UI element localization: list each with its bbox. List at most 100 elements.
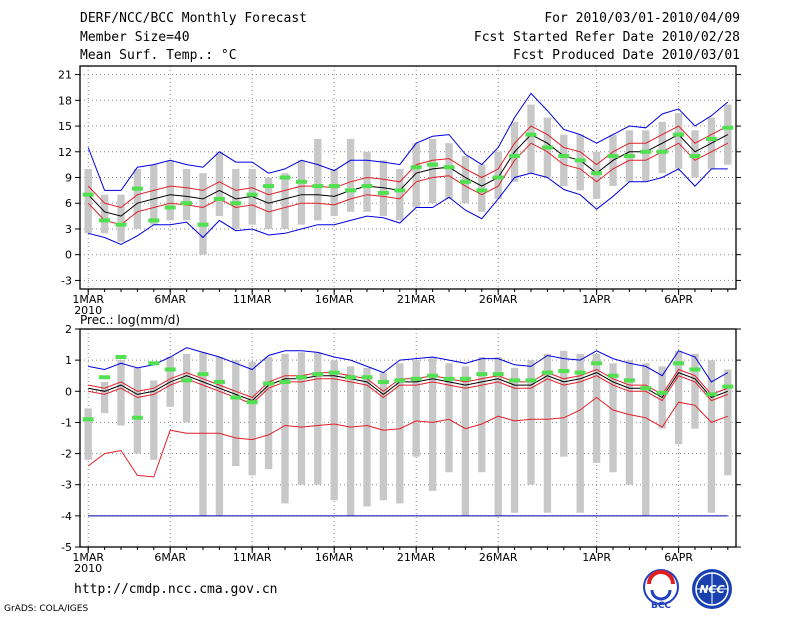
prec-spread-bar [379,372,388,501]
temp-spread-bar [642,130,650,182]
temp-ytick-label: 18 [58,94,72,107]
prec-obs-marker [361,375,373,380]
temp-obs-marker [541,145,553,150]
prec-obs-marker [476,372,488,377]
temp-obs-marker [640,149,652,154]
prec-obs-marker [459,376,471,381]
temp-obs-marker [328,184,340,189]
prec-obs-marker [574,370,586,375]
prec-spread-bar [363,367,371,507]
temp-spread-bar [478,164,486,212]
temp-spread-bar [100,194,109,234]
temp-obs-marker [525,132,537,137]
temp-spread-bar [166,160,174,221]
prec-obs-marker [279,379,291,384]
temp-xtick-label: 1MAR [72,293,104,306]
prec-spread-bar [215,357,224,516]
temp-obs-marker [82,192,94,197]
prec-plot-frame [79,328,737,548]
prec-spread-bar [724,369,732,476]
temp-spread-bar [494,151,502,199]
prec-spread-bar [396,363,404,504]
prec-spread-bar [100,381,109,414]
temp-spread-upper-line [87,125,729,209]
prec-obs-marker [328,370,340,375]
temp-spread-bar [150,164,158,225]
temp-spread-bar [592,151,601,199]
prec-spread-bar [264,357,273,470]
temp-spread-lower-line [87,142,729,226]
temp-spread-bar [330,168,338,217]
prec-ytick-label: -3 [61,479,72,492]
temp-spread-bar [297,160,306,225]
temp-spread-bar [560,134,568,187]
source-url[interactable]: http://cmdp.ncc.cma.gov.cn [74,582,278,597]
prec-spread-upper-line [88,368,728,399]
temp-obs-marker [705,136,717,141]
temp-obs-marker [115,222,127,227]
prec-obs-marker [312,372,324,377]
prec-obs-marker [640,386,652,391]
forecast-start-date: Fcst Started Refer Date 2010/02/28 [473,30,740,45]
prec-spread-bar [642,363,650,516]
prec-obs-marker [673,361,685,366]
prec-spread-bar [478,357,486,473]
temp-obs-marker [345,188,357,193]
prec-spread-bar [527,360,535,485]
prec-spread-lower-line [88,375,728,405]
prec-ytick-label: -5 [61,541,72,554]
prec-obs-marker [656,390,668,395]
temp-spread-bar [346,138,355,212]
prec-obs-marker [443,376,455,381]
temp-obs-marker [394,188,406,193]
prec-obs-marker [394,378,406,383]
prec-spread-bar [543,353,552,513]
prec-obs-marker [427,373,439,378]
prec-panel-title: Prec.: log(mm/d) [80,313,180,327]
prec-obs-marker [377,379,389,384]
temp-spread-bar [576,134,584,191]
prec-spread-bar [182,353,191,423]
prec-spread-bar [461,366,470,516]
prec-spread-bar [576,353,584,513]
temp-xtick-label: 16MAR [315,293,354,306]
temp-obs-marker [279,175,291,180]
temp-spread-bar [314,138,322,221]
prec-obs-marker [181,378,193,383]
prec-spread-bar [330,360,338,501]
temp-ytick-label: 6 [65,197,72,210]
prec-spread-bar [592,353,601,463]
forecast-period: For 2010/03/01-2010/04/09 [544,11,740,26]
prec-obs-marker [131,415,143,420]
bcc-logo-icon: BCC [643,569,679,610]
temp-spread-bar [674,113,683,169]
temp-obs-marker [148,218,160,223]
prec-spread-bar [625,360,634,485]
prec-spread-bar [428,357,437,491]
temp-ytick-label: 9 [65,172,72,185]
prec-obs-marker [148,361,160,366]
temp-obs-marker [377,190,389,195]
temp-envelope-upper-line [87,92,729,191]
prec-spread-bar [117,360,125,426]
temp-spread-bar [363,151,371,212]
temp-spread-bar [428,138,437,204]
prec-spread-bar [281,353,289,504]
figure-title: DERF/NCC/BCC Monthly Forecast [80,11,307,26]
prec-obs-marker [230,395,242,400]
prec-xtick-label: 11MAR [233,551,272,564]
temp-obs-marker [459,179,471,184]
temp-ytick-label: 12 [58,146,72,159]
prec-obs-marker [164,367,176,372]
temp-spread-bar [527,104,535,174]
prec-obs-marker [623,378,635,383]
temp-spread-bar [133,168,142,229]
prec-spread-bar [133,367,142,454]
variable-label: Mean Surf. Temp.: °C [80,48,237,63]
temp-obs-marker [656,149,668,154]
prec-obs-marker [246,400,258,405]
prec-xtick-year-label: 2010 [74,562,102,575]
temp-obs-marker [558,154,570,159]
prec-xtick-label: 1APR [582,551,611,564]
